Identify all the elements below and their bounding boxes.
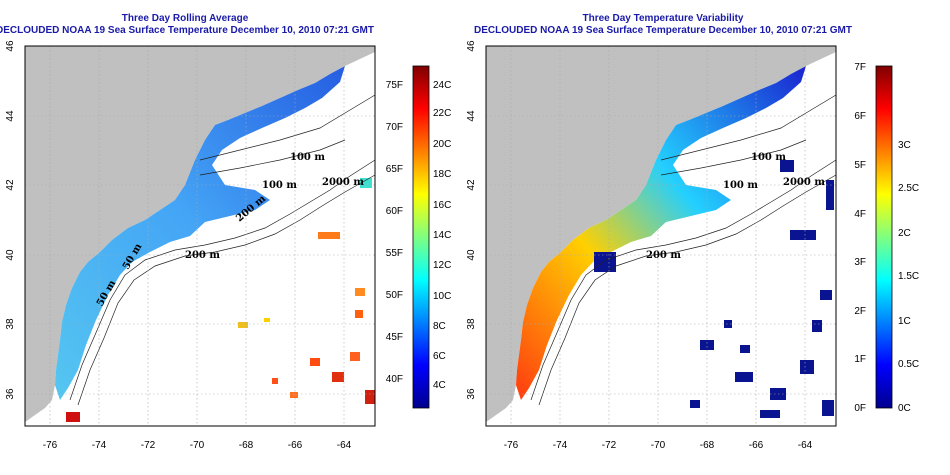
colorbar-c-label: 0.5C — [898, 359, 919, 370]
x-tick-label: -76 — [504, 440, 519, 451]
colorbar-f-label: 60F — [386, 206, 403, 217]
colorbar-c-label: 10C — [433, 291, 451, 302]
left-title-line2: DECLOUDED NOAA 19 Sea Surface Temperatur… — [0, 25, 374, 36]
left-depth-label: 100 m — [290, 152, 325, 163]
colorbar-c-label: 2.5C — [898, 183, 919, 194]
colorbar-f-label: 1F — [854, 354, 866, 365]
colorbar-f-label: 6F — [854, 111, 866, 122]
left-warm-patches — [66, 178, 375, 422]
left-grid — [25, 46, 375, 426]
left-colorbar-scale — [412, 65, 430, 409]
colorbar-c-label: 14C — [433, 230, 451, 241]
x-tick-label: -72 — [141, 440, 156, 451]
right-map-area: 100 m 2000 m 100 m 200 m — [485, 45, 837, 427]
right-depth-contours — [530, 94, 837, 406]
colorbar-c-label: 12C — [433, 260, 451, 271]
colorbar-f-label: 55F — [386, 248, 403, 259]
left-x-axis: -76 -74 -72 -70 -68 -66 -64 — [43, 440, 352, 451]
colorbar-c-label: 8C — [433, 321, 446, 332]
left-land — [25, 46, 375, 422]
right-title-line2: DECLOUDED NOAA 19 Sea Surface Temperatur… — [474, 25, 852, 36]
left-depth-contours — [69, 94, 376, 406]
left-map-frame — [24, 45, 376, 427]
colorbar-f-label: 70F — [386, 122, 403, 133]
colorbar-c-label: 4C — [433, 380, 446, 391]
y-tick-label: 46 — [466, 40, 477, 52]
colorbar-f-label: 5F — [854, 160, 866, 171]
y-tick-label: 42 — [5, 179, 16, 191]
y-tick-label: 38 — [466, 318, 477, 330]
colorbar-c-label: 1.5C — [898, 271, 919, 282]
right-offshore-speckles — [594, 160, 834, 418]
colorbar-c-label: 20C — [433, 139, 451, 150]
colorbar-f-label: 40F — [386, 374, 403, 385]
x-tick-label: -76 — [43, 440, 58, 451]
left-depth-label: 100 m — [262, 180, 297, 191]
colorbar-c-label: 3C — [898, 140, 911, 151]
y-tick-label: 40 — [5, 249, 16, 261]
left-y-axis: 36 38 40 42 44 46 — [5, 40, 16, 400]
colorbar-c-label: 18C — [433, 169, 451, 180]
right-x-axis: -76 -74 -72 -70 -68 -66 -64 — [504, 440, 813, 451]
y-tick-label: 40 — [466, 249, 477, 261]
colorbar-c-label: 24C — [433, 80, 451, 91]
y-tick-label: 46 — [5, 40, 16, 52]
right-depth-label: 200 m — [646, 250, 681, 261]
right-y-axis: 36 38 40 42 44 46 — [466, 40, 477, 400]
x-tick-label: -66 — [288, 440, 303, 451]
right-colorbar-scale — [875, 65, 893, 409]
right-map: Three Day Temperature Variability DECLOU… — [466, 13, 919, 451]
y-tick-label: 44 — [5, 110, 16, 122]
x-tick-label: -72 — [602, 440, 617, 451]
y-tick-label: 38 — [5, 318, 16, 330]
right-depth-label: 100 m — [751, 152, 786, 163]
right-grid — [486, 46, 836, 426]
left-depth-label: 200 m — [185, 250, 220, 261]
colorbar-f-label: 65F — [386, 164, 403, 175]
colorbar-f-label: 75F — [386, 80, 403, 91]
colorbar-c-label: 2C — [898, 228, 911, 239]
x-tick-label: -70 — [651, 440, 666, 451]
left-depth-label: 2000 m — [322, 177, 364, 188]
x-tick-label: -66 — [749, 440, 764, 451]
right-land — [486, 46, 836, 422]
left-coastal-water — [55, 66, 345, 400]
x-tick-label: -74 — [553, 440, 568, 451]
colorbar-c-label: 0C — [898, 403, 911, 414]
colorbar-f-label: 45F — [386, 332, 403, 343]
colorbar-c-label: 16C — [433, 200, 451, 211]
left-map: Three Day Rolling Average DECLOUDED NOAA… — [0, 13, 451, 451]
colorbar-c-label: 6C — [433, 351, 446, 362]
right-title-line1: Three Day Temperature Variability — [583, 13, 744, 24]
colorbar-f-label: 4F — [854, 209, 866, 220]
y-tick-label: 42 — [466, 179, 477, 191]
left-title-line1: Three Day Rolling Average — [122, 13, 249, 24]
x-tick-label: -64 — [337, 440, 352, 451]
y-tick-label: 36 — [466, 388, 477, 400]
right-coastal-water — [516, 66, 806, 400]
colorbar-f-label: 2F — [854, 306, 866, 317]
y-tick-label: 36 — [5, 388, 16, 400]
x-tick-label: -64 — [798, 440, 813, 451]
x-tick-label: -74 — [92, 440, 107, 451]
left-map-area: 100 m 2000 m 100 m 200 m 200 m 50 m 50 m — [24, 45, 376, 427]
right-colorbar: 7F 6F 5F 4F 3F 2F 1F 0F 3C 2.5C 2C 1.5C … — [854, 62, 919, 414]
colorbar-f-label: 0F — [854, 403, 866, 414]
colorbar-f-label: 7F — [854, 62, 866, 73]
y-tick-label: 44 — [466, 110, 477, 122]
right-depth-label: 100 m — [723, 180, 758, 191]
colorbar-c-label: 22C — [433, 108, 451, 119]
left-colorbar: 75F 70F 65F 60F 55F 50F 45F 40F 24C 22C … — [386, 65, 451, 409]
colorbar-c-label: 1C — [898, 316, 911, 327]
x-tick-label: -70 — [190, 440, 205, 451]
x-tick-label: -68 — [700, 440, 715, 451]
right-depth-label: 2000 m — [783, 177, 825, 188]
colorbar-f-label: 50F — [386, 290, 403, 301]
x-tick-label: -68 — [239, 440, 254, 451]
right-map-frame — [485, 45, 837, 427]
colorbar-f-label: 3F — [854, 257, 866, 268]
